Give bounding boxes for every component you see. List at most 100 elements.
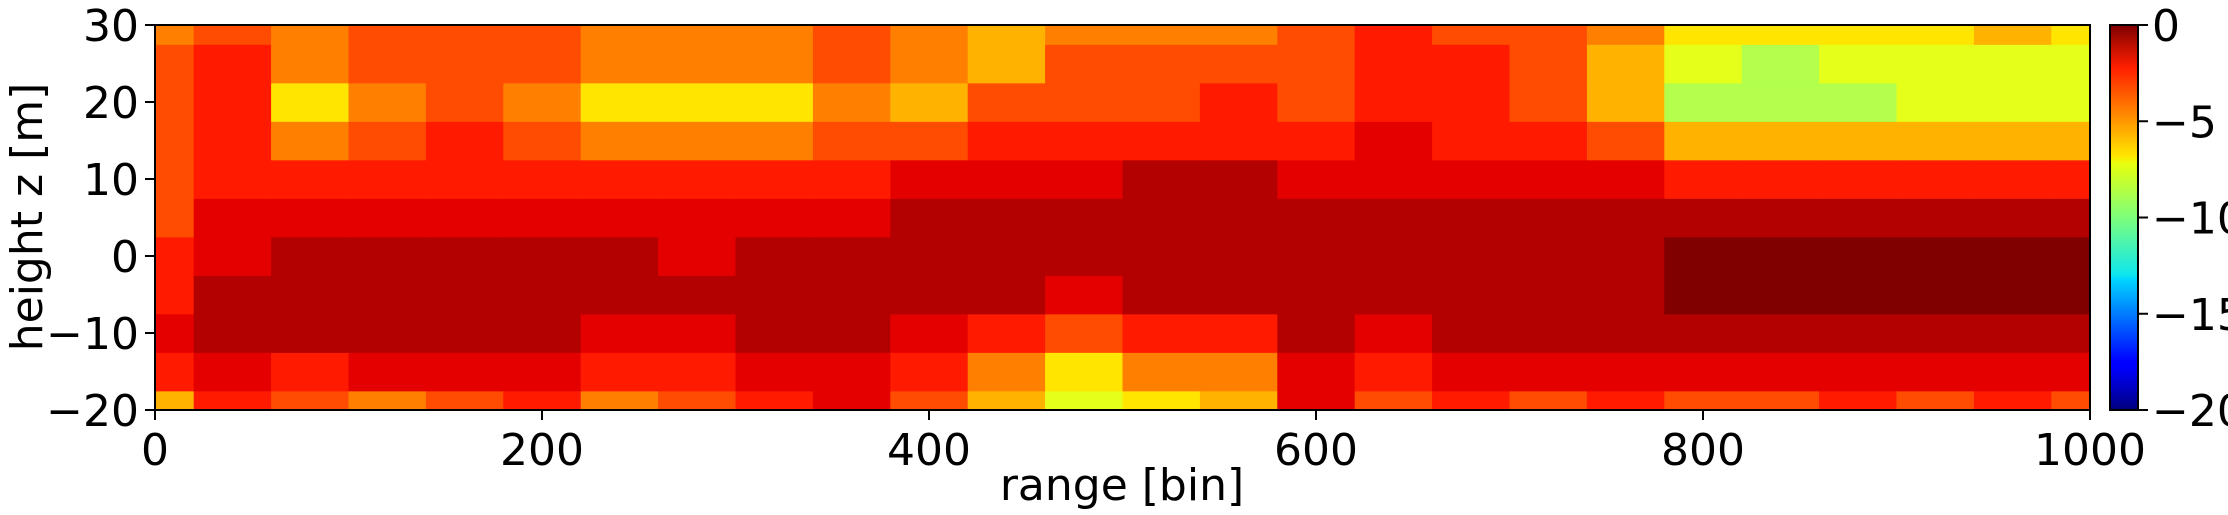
heatmap-cell xyxy=(1586,121,1665,161)
heatmap-cell xyxy=(1664,82,1743,122)
heatmap-cell xyxy=(1586,236,1665,276)
heatmap-cell xyxy=(2051,352,2090,392)
heatmap-cell xyxy=(1122,275,1201,315)
heatmap-cell xyxy=(425,275,504,315)
heatmap-cell xyxy=(812,313,891,353)
heatmap-cell xyxy=(1741,236,1820,276)
heatmap-cell xyxy=(890,44,969,84)
heatmap-cell xyxy=(967,390,1046,410)
heatmap-cell xyxy=(1199,121,1278,161)
heatmap-cells xyxy=(155,25,2090,410)
heatmap-cell xyxy=(2051,198,2090,238)
heatmap-cell xyxy=(1664,236,1743,276)
heatmap-cell xyxy=(580,25,659,45)
heatmap-cell xyxy=(425,236,504,276)
heatmap-cell xyxy=(1432,121,1511,161)
heatmap-cell xyxy=(1586,313,1665,353)
heatmap-cell xyxy=(1973,159,2052,199)
heatmap-cell xyxy=(1277,44,1356,84)
heatmap-cell xyxy=(1664,159,1743,199)
x-tick-label: 400 xyxy=(887,425,971,476)
heatmap-cell xyxy=(271,121,350,161)
heatmap-cell xyxy=(658,82,737,122)
heatmap-cell xyxy=(812,159,891,199)
heatmap-cell xyxy=(1354,159,1433,199)
heatmap-cell xyxy=(735,25,814,45)
heatmap-cell xyxy=(425,198,504,238)
heatmap-cell xyxy=(425,44,504,84)
heatmap-cell xyxy=(1045,82,1124,122)
heatmap-cell xyxy=(425,82,504,122)
heatmap-cell xyxy=(1509,352,1588,392)
heatmap-cell xyxy=(1819,25,1898,45)
heatmap-cell xyxy=(2051,236,2090,276)
heatmap-cell xyxy=(1045,25,1124,45)
heatmap-cell xyxy=(1896,82,1975,122)
heatmap-cell xyxy=(580,121,659,161)
heatmap-cell xyxy=(658,236,737,276)
heatmap-cell xyxy=(1122,313,1201,353)
heatmap-cell xyxy=(1586,198,1665,238)
heatmap-cell xyxy=(1509,198,1588,238)
heatmap-cell xyxy=(271,82,350,122)
heatmap-cell xyxy=(1741,313,1820,353)
heatmap-cell xyxy=(658,25,737,45)
heatmap-cell xyxy=(1122,25,1201,45)
heatmap-cell xyxy=(1354,313,1433,353)
heatmap-cell xyxy=(1586,159,1665,199)
heatmap-cell xyxy=(1354,236,1433,276)
heatmap-cell xyxy=(1896,198,1975,238)
heatmap-cell xyxy=(1432,44,1511,84)
heatmap-cell xyxy=(193,352,272,392)
heatmap-cell xyxy=(1277,121,1356,161)
y-tick-label: 0 xyxy=(111,232,139,283)
heatmap-cell xyxy=(193,390,272,410)
heatmap-cell xyxy=(155,82,195,122)
heatmap-cell xyxy=(890,390,969,410)
y-axis: −20 −10 0 10 20 30 xyxy=(46,1,155,437)
heatmap-cell xyxy=(1122,44,1201,84)
heatmap-cell xyxy=(967,313,1046,353)
heatmap-cell xyxy=(812,236,891,276)
heatmap-cell xyxy=(348,82,427,122)
heatmap-cell xyxy=(503,198,582,238)
heatmap-cell xyxy=(967,44,1046,84)
heatmap-cell xyxy=(1045,121,1124,161)
heatmap-cell xyxy=(658,313,737,353)
heatmap-cell xyxy=(1819,159,1898,199)
heatmap-cell xyxy=(2051,390,2090,410)
heatmap-cell xyxy=(1509,236,1588,276)
heatmap-cell xyxy=(155,198,195,238)
heatmap-cell xyxy=(348,236,427,276)
heatmap-cell xyxy=(1586,390,1665,410)
heatmap-cell xyxy=(967,159,1046,199)
heatmap-cell xyxy=(1354,121,1433,161)
heatmap-cell xyxy=(580,390,659,410)
heatmap-cell xyxy=(735,275,814,315)
heatmap-cell xyxy=(503,159,582,199)
heatmap-cell xyxy=(1973,25,2052,45)
heatmap-cell xyxy=(155,352,195,392)
plot-frame xyxy=(154,24,2091,411)
heatmap-cell xyxy=(658,198,737,238)
y-tick-label: 10 xyxy=(83,155,139,206)
heatmap-cell xyxy=(155,121,195,161)
heatmap-cell xyxy=(890,275,969,315)
heatmap-cell xyxy=(1277,390,1356,410)
heatmap-cell xyxy=(348,313,427,353)
heatmap-cell xyxy=(2051,121,2090,161)
heatmap-cell xyxy=(1199,25,1278,45)
heatmap-cell xyxy=(1741,390,1820,410)
heatmap-cell xyxy=(1819,44,1898,84)
heatmap-cell xyxy=(1973,82,2052,122)
heatmap-cell xyxy=(1896,313,1975,353)
heatmap-cell xyxy=(967,198,1046,238)
heatmap-cell xyxy=(1199,390,1278,410)
heatmap-cell xyxy=(967,275,1046,315)
heatmap-cell xyxy=(503,236,582,276)
x-axis: 0 200 400 600 800 1000 xyxy=(141,410,2146,476)
heatmap-cell xyxy=(1277,236,1356,276)
heatmap-cell xyxy=(1509,313,1588,353)
heatmap-cell xyxy=(1122,82,1201,122)
